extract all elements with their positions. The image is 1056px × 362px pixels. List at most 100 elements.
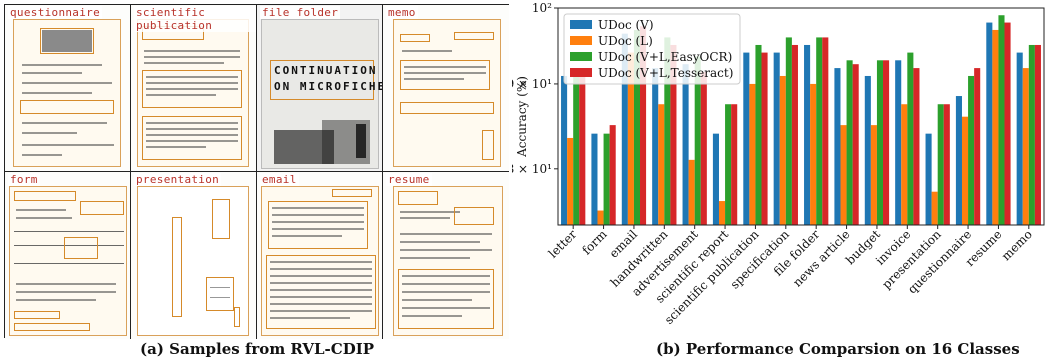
bar	[1016, 52, 1023, 226]
legend-label: UDoc (V+L,EasyOCR)	[598, 50, 732, 64]
cell-label: form	[8, 173, 40, 186]
bar	[743, 52, 750, 226]
bar	[840, 125, 847, 225]
bar	[694, 56, 701, 225]
y-axis: 8 × 10¹ 9 × 10¹ 10²	[512, 1, 558, 176]
bar	[901, 104, 908, 225]
bar	[822, 37, 829, 225]
bar	[864, 75, 871, 225]
document-thumbnail	[13, 19, 121, 167]
cell-form: form	[5, 172, 131, 339]
y-tick-label: 9 × 10¹	[512, 77, 552, 91]
legend-swatch	[570, 68, 592, 77]
bar	[986, 22, 993, 226]
bar	[627, 52, 634, 226]
sample-grid: questionnaire scientific publication	[4, 4, 509, 339]
bar	[725, 104, 732, 225]
bar	[925, 133, 932, 225]
bar	[883, 60, 890, 225]
bar	[931, 191, 938, 225]
legend-swatch	[570, 52, 592, 61]
cell-label: resume	[386, 173, 432, 186]
plot-frame	[557, 7, 1045, 226]
bar	[992, 29, 999, 226]
bar-chart: 8 × 10¹ 9 × 10¹ 10² letterformemailhandwri…	[512, 1, 1045, 327]
cell-file-folder: file folder CONTINUATION ON MICROFICHE:	[257, 5, 383, 172]
bar	[1034, 44, 1041, 225]
bar	[974, 68, 981, 225]
cell-label: scientific publication	[134, 6, 256, 32]
bar	[834, 68, 841, 225]
bar	[688, 159, 695, 225]
document-thumbnail	[137, 186, 249, 336]
bar	[968, 75, 975, 225]
bar	[913, 68, 920, 225]
x-tick-label: memo	[999, 227, 1035, 263]
legend-swatch	[570, 36, 592, 45]
bar	[700, 72, 707, 226]
bar	[670, 44, 677, 225]
cell-questionnaire: questionnaire	[5, 5, 131, 172]
bar	[591, 133, 598, 225]
bar	[567, 137, 574, 225]
bar	[998, 15, 1005, 225]
bar	[652, 68, 659, 225]
bar	[779, 75, 786, 225]
document-thumbnail	[393, 19, 501, 167]
chart-bars	[561, 15, 1041, 226]
cell-label: presentation	[134, 173, 222, 186]
bar	[597, 210, 604, 225]
bar	[755, 44, 762, 225]
bar	[791, 44, 798, 225]
bar	[876, 60, 884, 225]
document-thumbnail	[261, 186, 379, 336]
bar	[561, 75, 568, 225]
microfiche-text-2: ON MICROFICHE:	[274, 80, 383, 93]
bar	[749, 83, 756, 226]
x-axis: letter formemailhandwrittenadvertisements…	[546, 225, 1035, 327]
bar	[895, 60, 902, 225]
bar	[907, 52, 914, 226]
bar	[937, 104, 944, 225]
bar	[718, 201, 726, 225]
x-tick-label: form	[579, 227, 610, 258]
cell-label: email	[260, 173, 299, 186]
legend: UDoc (V) UDoc (L) UDoc (V+L,EasyOCR) UDoc (…	[563, 13, 741, 85]
bar	[682, 64, 689, 225]
document-thumbnail: CONTINUATION ON MICROFICHE:	[261, 19, 382, 169]
cell-label: memo	[386, 6, 418, 19]
right-caption: (b) Performance Comparsion on 16 Classes	[656, 340, 1020, 358]
y-axis-label: Accuracy (%)	[515, 76, 529, 158]
bar	[664, 37, 671, 225]
y-tick-label: 10²	[532, 1, 552, 15]
legend-swatch	[570, 20, 592, 29]
bar	[603, 133, 610, 225]
bar	[731, 104, 738, 225]
left-caption: (a) Samples from RVL-CDIP	[140, 340, 374, 358]
bar	[852, 64, 859, 225]
legend-label: UDoc (L)	[598, 34, 653, 48]
bar	[579, 75, 586, 225]
legend-label: UDoc (V)	[598, 18, 654, 32]
microfiche-text-1: CONTINUATION	[274, 64, 378, 77]
bar	[943, 104, 950, 225]
bar	[870, 125, 877, 225]
legend-label: UDoc (V+L,Tesseract)	[598, 66, 733, 80]
bar	[816, 37, 823, 225]
bar	[640, 26, 647, 225]
bar	[961, 116, 969, 225]
bar	[1022, 68, 1029, 225]
bar	[573, 72, 580, 226]
bar	[785, 37, 792, 225]
bar	[810, 83, 817, 226]
cell-resume: resume	[383, 172, 509, 339]
bar	[712, 133, 719, 225]
bar	[761, 52, 768, 226]
cell-label: questionnaire	[8, 6, 102, 19]
x-tick-label: letter	[546, 227, 580, 261]
bar	[633, 29, 641, 226]
bar	[658, 104, 665, 225]
bar	[804, 44, 811, 225]
cell-scientific-publication: scientific publication	[131, 5, 257, 172]
